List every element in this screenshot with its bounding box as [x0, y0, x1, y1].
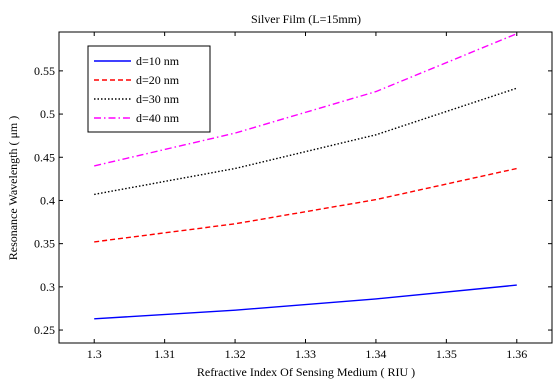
y-tick-label: 0.25: [34, 323, 55, 337]
legend-label-4: d=40 nm: [136, 111, 180, 125]
legend: d=10 nm d=20 nm d=30 nm d=40 nm: [87, 45, 211, 133]
x-tick-label: 1.36: [506, 347, 527, 361]
y-tick-label: 0.4: [40, 193, 55, 207]
y-tick-label: 0.35: [34, 237, 55, 251]
chart-title: Silver Film (L=15mm): [251, 12, 361, 26]
x-tick-label: 1.35: [436, 347, 457, 361]
x-tick-label: 1.3: [87, 347, 102, 361]
y-tick-label: 0.3: [40, 280, 55, 294]
legend-label-2: d=20 nm: [136, 73, 180, 87]
y-axis-label: Resonance Wavelength ( μm ): [6, 116, 20, 261]
y-tick-label: 0.55: [34, 64, 55, 78]
series-line-4: [94, 33, 518, 167]
x-tick-label: 1.32: [225, 347, 246, 361]
series-line-1: [94, 284, 517, 320]
x-axis-label: Refractive Index Of Sensing Medium ( RIU…: [197, 365, 415, 379]
x-tick-label: 1.31: [154, 347, 175, 361]
y-axis-ticks: 0.25 0.3 0.35 0.4 0.45 0.5 0.55: [34, 64, 552, 337]
series-lines: [94, 33, 518, 320]
x-tick-label: 1.34: [365, 347, 386, 361]
x-tick-label: 1.33: [295, 347, 316, 361]
y-tick-label: 0.45: [34, 150, 55, 164]
y-tick-label: 0.5: [40, 107, 55, 121]
x-axis-ticks: 1.3 1.31 1.32 1.33 1.34 1.35 1.36: [87, 32, 527, 361]
legend-label-1: d=10 nm: [136, 54, 180, 68]
legend-label-3: d=30 nm: [136, 92, 180, 106]
